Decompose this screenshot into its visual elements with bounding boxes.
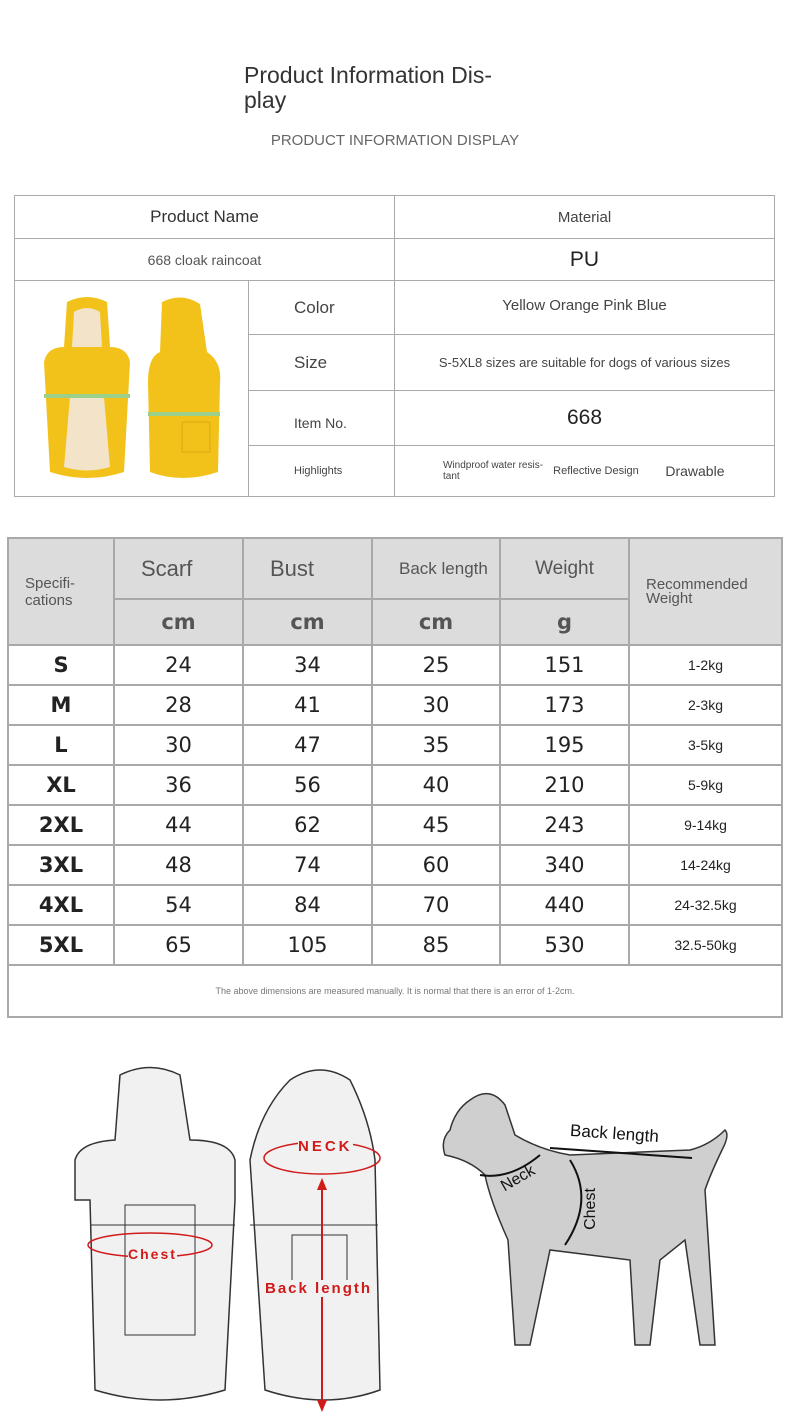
header-specifications: Specifi-cations	[7, 537, 115, 646]
scarf-cell: 54	[113, 884, 244, 926]
recommended-weight-cell: 9-14kg	[628, 804, 783, 846]
recommended-weight-cell: 32.5-50kg	[628, 924, 783, 966]
highlights-value: Windproof water resis-tant Reflective De…	[394, 445, 775, 497]
back-length-cell: 35	[371, 724, 501, 766]
highlight-item: Drawable	[665, 463, 725, 479]
color-value: Yellow Orange Pink Blue	[394, 280, 775, 335]
dog-chest-label: Chest	[581, 1188, 599, 1230]
bust-cell: 34	[242, 644, 373, 686]
bust-cell: 84	[242, 884, 373, 926]
scarf-cell: 30	[113, 724, 244, 766]
scarf-cell: 48	[113, 844, 244, 886]
item-label: Item No.	[248, 390, 395, 446]
recommended-weight-cell: 24-32.5kg	[628, 884, 783, 926]
back-length-cell: 40	[371, 764, 501, 806]
weight-cell: 440	[499, 884, 630, 926]
size-row: L 30 47 35 195 3-5kg	[7, 724, 783, 766]
unit-scarf: cm	[113, 598, 244, 646]
product-name-value: 668 cloak raincoat	[14, 238, 395, 281]
highlight-item: Windproof water resis-tant	[443, 460, 544, 482]
scarf-cell: 24	[113, 644, 244, 686]
page-subtitle: PRODUCT INFORMATION DISPLAY	[270, 132, 520, 149]
size-cell: 3XL	[7, 844, 115, 886]
recommended-weight-cell: 14-24kg	[628, 844, 783, 886]
size-row: 2XL 44 62 45 243 9-14kg	[7, 804, 783, 846]
neck-label: NECK	[298, 1138, 353, 1155]
weight-cell: 243	[499, 804, 630, 846]
header-bust: Bust	[242, 537, 373, 600]
product-info-table: Product Name Material 668 cloak raincoat P…	[14, 195, 775, 497]
back-length-cell: 70	[371, 884, 501, 926]
header-back-length: Back length	[371, 537, 501, 600]
size-cell: S	[7, 644, 115, 686]
recommended-weight-cell: 1-2kg	[628, 644, 783, 686]
weight-cell: 210	[499, 764, 630, 806]
measurement-note: The above dimensions are measured manual…	[7, 964, 783, 1018]
header-scarf: Scarf	[113, 537, 244, 600]
material-label: Material	[394, 195, 775, 239]
size-cell: L	[7, 724, 115, 766]
recommended-weight-cell: 5-9kg	[628, 764, 783, 806]
weight-cell: 173	[499, 684, 630, 726]
recommended-weight-cell: 2-3kg	[628, 684, 783, 726]
item-value: 668	[394, 390, 775, 446]
back-length-cell: 30	[371, 684, 501, 726]
size-cell: M	[7, 684, 115, 726]
unit-weight: g	[499, 598, 630, 646]
weight-cell: 530	[499, 924, 630, 966]
product-image	[14, 280, 249, 497]
unit-bust: cm	[242, 598, 373, 646]
scarf-cell: 28	[113, 684, 244, 726]
size-row: 3XL 48 74 60 340 14-24kg	[7, 844, 783, 886]
weight-cell: 151	[499, 644, 630, 686]
bust-cell: 74	[242, 844, 373, 886]
bust-cell: 105	[242, 924, 373, 966]
weight-cell: 195	[499, 724, 630, 766]
size-row: M 28 41 30 173 2-3kg	[7, 684, 783, 726]
size-cell: 2XL	[7, 804, 115, 846]
highlights-label: Highlights	[248, 445, 395, 497]
back-length-cell: 85	[371, 924, 501, 966]
bust-cell: 47	[242, 724, 373, 766]
back-length-cell: 60	[371, 844, 501, 886]
raincoat-diagram: NECK Chest Back length	[60, 1060, 400, 1420]
size-value: S-5XL8 sizes are suitable for dogs of va…	[394, 334, 775, 391]
highlight-item: Reflective Design	[553, 465, 639, 477]
scarf-cell: 65	[113, 924, 244, 966]
weight-cell: 340	[499, 844, 630, 886]
bust-cell: 41	[242, 684, 373, 726]
size-row: 4XL 54 84 70 440 24-32.5kg	[7, 884, 783, 926]
page-title: Product Information Dis- play	[244, 62, 492, 113]
color-label: Color	[248, 280, 395, 335]
size-row: XL 36 56 40 210 5-9kg	[7, 764, 783, 806]
size-row: 5XL 65 105 85 530 32.5-50kg	[7, 924, 783, 966]
header-weight: Weight	[499, 537, 630, 600]
material-value: PU	[394, 238, 775, 281]
bust-cell: 56	[242, 764, 373, 806]
chest-label: Chest	[128, 1246, 177, 1262]
back-length-cell: 45	[371, 804, 501, 846]
recommended-weight-cell: 3-5kg	[628, 724, 783, 766]
dog-measurement-diagram: Back length Neck Chest	[430, 1080, 750, 1360]
back-length-label: Back length	[265, 1280, 373, 1297]
size-cell: 5XL	[7, 924, 115, 966]
scarf-cell: 44	[113, 804, 244, 846]
product-name-label: Product Name	[14, 195, 395, 239]
bust-cell: 62	[242, 804, 373, 846]
scarf-cell: 36	[113, 764, 244, 806]
size-chart-table: Specifi-cations Scarf Bust Back length W…	[7, 537, 783, 1018]
back-length-cell: 25	[371, 644, 501, 686]
header-recommended-weight: Recommended Weight	[628, 537, 783, 646]
size-cell: 4XL	[7, 884, 115, 926]
size-row: S 24 34 25 151 1-2kg	[7, 644, 783, 686]
size-label: Size	[248, 334, 395, 391]
size-cell: XL	[7, 764, 115, 806]
unit-back-length: cm	[371, 598, 501, 646]
